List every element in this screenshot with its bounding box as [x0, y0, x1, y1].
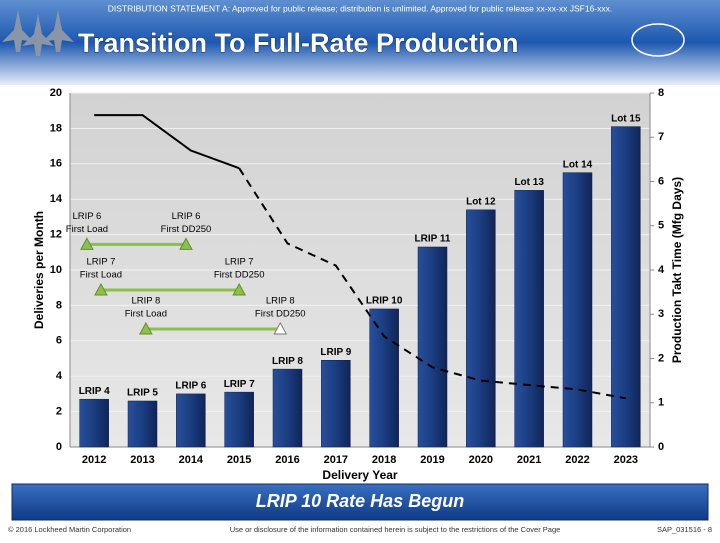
bar: [127, 400, 158, 448]
y-tick-label: 20: [50, 87, 62, 99]
takt-line-dashed: [238, 167, 627, 400]
y2-tick-label: 5: [658, 220, 664, 232]
bar: [611, 126, 641, 448]
milestone-end-label: First DD250: [255, 308, 306, 319]
milestone-end: [179, 237, 193, 250]
bar-label: LRIP 10: [366, 296, 403, 307]
jets: [2, 10, 74, 56]
y-tick-label: 18: [50, 122, 62, 134]
y2-tick-label: 3: [658, 308, 664, 320]
x-tick-label: 2022: [565, 454, 589, 466]
milestone-start-label: LRIP 7: [86, 257, 115, 268]
y2-axis-title: Production Takt Time (Mfg Days): [670, 177, 684, 363]
bar: [369, 308, 399, 448]
bar-label: Lot 12: [466, 196, 496, 207]
y-tick-label: 6: [56, 335, 62, 347]
bar: [562, 172, 593, 448]
footer-right: SAP_031516 - 8: [657, 525, 712, 534]
milestone-start-label: LRIP 6: [72, 211, 101, 222]
x-tick-label: 2023: [614, 454, 638, 466]
x-tick-label: 2015: [227, 454, 251, 466]
milestone-start: [80, 237, 94, 250]
bar-label: LRIP 9: [320, 347, 351, 358]
header-band: [0, 0, 720, 85]
y-tick-label: 14: [50, 193, 63, 205]
footer-center: Use or disclosure of the information con…: [230, 525, 561, 534]
y2-tick-label: 7: [658, 131, 664, 143]
y-tick-label: 12: [50, 229, 62, 241]
milestone-end-label: LRIP 7: [225, 257, 254, 268]
milestone-start-label: First Load: [66, 224, 108, 235]
y-tick-label: 16: [50, 158, 62, 170]
milestone-end: [273, 321, 288, 335]
milestone-end-label: LRIP 8: [266, 295, 295, 306]
y-tick-label: 0: [56, 441, 62, 453]
bar: [321, 360, 351, 448]
bar: [466, 209, 496, 448]
bar-label: Lot 14: [563, 159, 593, 170]
bar-label: LRIP 4: [79, 386, 110, 397]
x-tick-label: 2018: [372, 454, 396, 466]
bar: [417, 246, 448, 448]
x-tick-label: 2019: [420, 454, 444, 466]
x-tick-label: 2020: [469, 454, 493, 466]
y-tick-label: 8: [56, 299, 62, 311]
x-tick-label: 2021: [517, 454, 541, 466]
y2-tick-label: 1: [658, 397, 664, 409]
x-tick-label: 2013: [130, 454, 154, 466]
milestone-start-label: LRIP 8: [131, 295, 160, 306]
bar: [272, 368, 303, 448]
y-axis-title: Deliveries per Month: [32, 211, 46, 329]
y2-tick-label: 8: [658, 87, 664, 99]
title: Transition To Full-Rate Production: [78, 28, 519, 58]
x-tick-label: 2017: [324, 454, 348, 466]
milestone-end-label: First DD250: [214, 270, 265, 281]
bar-label: Lot 15: [611, 113, 641, 124]
bar-label: LRIP 11: [415, 234, 451, 245]
milestone-start-label: First Load: [80, 270, 122, 281]
milestone-start: [139, 321, 153, 335]
x-tick-label: 2014: [179, 454, 204, 466]
milestone-start: [94, 282, 108, 296]
y-tick-label: 10: [50, 264, 62, 276]
bar: [514, 190, 544, 448]
bar: [79, 398, 109, 448]
y-tick-label: 4: [56, 370, 63, 382]
x-tick-label: 2016: [275, 454, 299, 466]
banner-box: [11, 483, 709, 521]
bar-label: LRIP 5: [127, 388, 158, 399]
bar: [224, 391, 254, 448]
logo: [631, 23, 685, 57]
bar-label: LRIP 7: [224, 379, 255, 390]
x-tick-label: 2012: [82, 454, 106, 466]
y2-tick-label: 4: [658, 264, 665, 276]
banner: LRIP 10 Rate Has Begun: [256, 491, 464, 511]
milestone-end-label: LRIP 6: [172, 211, 201, 222]
y-tick-label: 2: [56, 406, 62, 418]
distribution-statement: DISTRIBUTION STATEMENT A: Approved for p…: [108, 3, 613, 13]
bar-label: LRIP 6: [175, 381, 206, 392]
y2-tick-label: 2: [658, 352, 664, 364]
y2-tick-label: 0: [658, 441, 664, 453]
y2-tick-label: 6: [658, 175, 664, 187]
milestone-end: [232, 282, 247, 296]
x-axis-title: Delivery Year: [322, 468, 398, 482]
milestone-start-label: First Load: [125, 308, 167, 319]
milestone-end-label: First DD250: [161, 224, 212, 235]
bar-label: LRIP 8: [272, 356, 303, 367]
bar: [176, 393, 206, 448]
bar-label: Lot 13: [514, 177, 544, 188]
takt-line-solid: [94, 114, 240, 170]
footer-left: © 2016 Lockheed Martin Corporation: [8, 525, 131, 534]
